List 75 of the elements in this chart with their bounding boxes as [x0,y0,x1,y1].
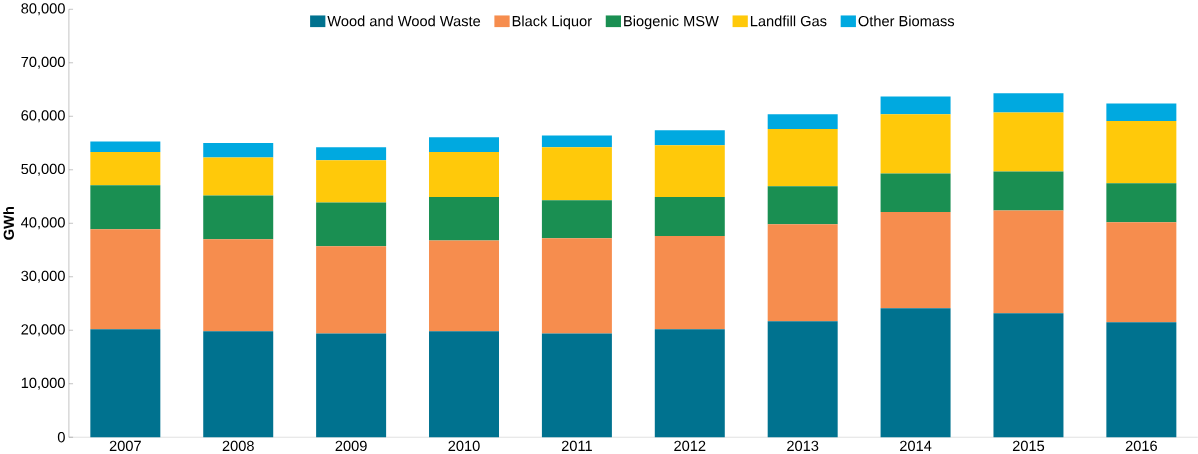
legend-label: Wood and Wood Waste [327,15,481,27]
x-tick-label: 2013 [787,440,819,451]
bar [880,308,951,438]
bar [880,173,951,212]
x-tick-label: 2014 [900,440,932,451]
bar [993,112,1064,172]
bar [993,93,1064,113]
bar [541,147,612,201]
legend-label: Black Liquor [512,15,592,30]
bar [429,137,500,152]
bar [429,151,500,197]
bar [654,130,725,146]
y-tick-label: 30,000 [21,270,65,283]
bar [993,210,1064,313]
bar [90,141,161,152]
bar [1106,183,1177,223]
bar [90,329,161,438]
bar [1106,322,1177,438]
bar [90,151,161,186]
bar [1106,222,1177,323]
bar [203,157,274,196]
bar [767,321,838,438]
y-tick-label: 70,000 [21,56,65,69]
bar [654,329,725,438]
x-tick-label: 2007 [109,440,141,451]
bar [1106,120,1177,184]
bar [90,185,161,230]
bar [316,147,387,160]
bar [993,171,1064,211]
y-tick-label: 10,000 [21,377,65,390]
y-tick-label: 20,000 [21,324,65,337]
bar [880,96,951,114]
x-tick-label: 2010 [448,440,480,451]
bar [203,331,274,438]
bar [654,235,725,330]
bar [1106,103,1177,121]
y-tick-label: 50,000 [21,163,65,176]
bar [541,238,612,334]
legend-label: Biogenic MSW [624,15,719,30]
bar [880,211,951,309]
y-tick-label: 0 [57,431,65,443]
y-tick-label: 60,000 [21,110,65,123]
bar [767,128,838,187]
bar [429,196,500,241]
y-tick-label: 40,000 [21,217,65,230]
bar [767,186,838,225]
bar [993,313,1064,438]
bar [767,224,838,322]
x-tick-label: 2008 [222,440,254,451]
legend-label: Other Biomass [858,15,955,27]
bar [541,135,612,148]
bar [767,114,838,129]
bar [654,145,725,197]
bar [541,200,612,239]
bar [429,240,500,332]
bar [203,142,274,158]
bar [541,333,612,438]
bar [316,246,387,334]
bar [203,195,274,240]
bar [316,160,387,203]
bar [90,229,161,330]
bar [316,333,387,438]
bar [203,239,274,332]
x-tick-label: 2009 [335,440,367,451]
x-tick-label: 2015 [1012,440,1045,451]
bar [429,331,500,438]
bar [654,196,725,236]
x-tick-label: 2011 [561,440,592,451]
y-tick-label: 80,000 [21,3,65,16]
x-tick-label: 2012 [674,440,706,451]
y-axis-title: GWh [3,206,14,240]
x-tick-label: 2016 [1125,440,1157,451]
legend-label: Landfill Gas [750,15,827,27]
bar [316,202,387,247]
bar [880,114,951,174]
